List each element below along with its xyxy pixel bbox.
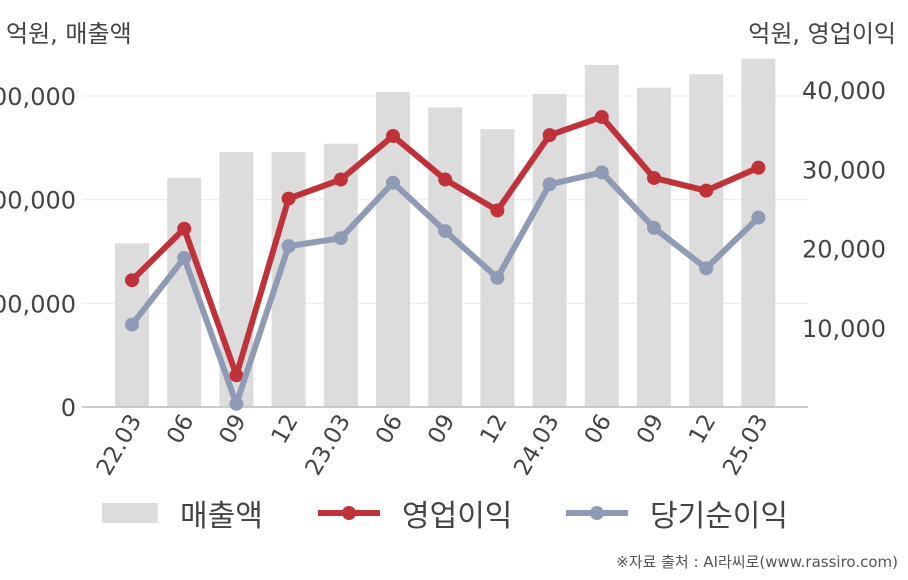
series-point [333, 172, 348, 187]
series-point [281, 239, 296, 254]
legend-item-operating-profit: 영업이익 [318, 488, 512, 538]
legend-swatch-revenue [102, 503, 158, 523]
x-axis-tick-label: 09 [214, 410, 251, 448]
right-axis-tick-label: 10,000 [802, 315, 886, 343]
right-axis-tick-label: 20,000 [802, 236, 886, 264]
series-point [594, 109, 609, 124]
x-axis-tick-label: 09 [423, 410, 460, 448]
series-point [177, 221, 192, 236]
series-point [751, 160, 766, 175]
right-axis-unit-label: 억원, 영업이익 [748, 20, 896, 48]
series-point [647, 220, 661, 235]
x-axis-tick-label: 25.03 [718, 410, 773, 480]
source-note: ※자료 출처 : AI라씨로(www.rassiro.com) [616, 553, 898, 571]
profit-lines [125, 109, 766, 411]
series-point [647, 170, 661, 185]
series-point [386, 175, 400, 190]
legend-label-operating-profit: 영업이익 [402, 499, 513, 534]
left-axis-tick-label: 100,000 [0, 290, 76, 318]
legend-swatch-net-income [566, 506, 628, 520]
x-axis-tick-label: 12 [684, 410, 721, 448]
series-point [125, 273, 139, 288]
x-axis-tick-label: 06 [371, 410, 408, 448]
series-point [386, 128, 400, 143]
left-axis-unit-label: 억원, 매출액 [6, 20, 132, 48]
x-axis-tick-label: 06 [162, 410, 199, 448]
series-point [751, 210, 766, 225]
revenue-bar [323, 143, 358, 408]
revenue-bar [428, 107, 463, 408]
legend: 매출액 영업이익 당기순이익 [0, 488, 908, 538]
series-point [125, 317, 139, 332]
legend-item-net-income: 당기순이익 [566, 488, 788, 538]
x-axis-tick-label: 09 [632, 410, 669, 448]
x-axis-tick-label: 22.03 [92, 410, 147, 480]
revenue-bar [637, 87, 671, 407]
series-point [490, 203, 505, 218]
left-axis-tick-label: 200,000 [0, 187, 76, 215]
series-point [281, 191, 296, 206]
right-axis-tick-label: 40,000 [802, 77, 886, 105]
series-point [699, 261, 714, 276]
x-axis-tick-label: 23.03 [301, 410, 356, 480]
series-point [438, 224, 453, 239]
series-point [542, 177, 557, 192]
series-point [229, 396, 244, 411]
revenue-bar [689, 74, 724, 407]
series-point [229, 368, 244, 383]
series-point [438, 172, 453, 187]
series-point [333, 231, 348, 246]
series-point [542, 128, 557, 143]
series-point [177, 251, 192, 266]
left-axis-tick-label: 300,000 [0, 83, 76, 111]
x-axis-tick-label: 12 [267, 410, 304, 448]
right-axis-tick-label: 30,000 [802, 156, 886, 184]
legend-label-net-income: 당기순이익 [650, 499, 788, 534]
series-point [699, 183, 714, 198]
left-axis-ticks: 0 100,000 200,000 300,000 [0, 83, 76, 422]
revenue-bar [532, 93, 567, 407]
series-point [594, 165, 609, 180]
chart-canvas: 0 100,000 200,000 300,000 10,000 20,000 30,00… [0, 58, 886, 480]
legend-label-revenue: 매출액 [180, 499, 263, 534]
x-axis-tick-label: 06 [580, 410, 617, 448]
series-point [490, 270, 505, 285]
right-axis-ticks: 10,000 20,000 30,000 40,000 [802, 77, 886, 343]
legend-swatch-operating-profit [318, 506, 380, 520]
left-axis-tick-label: 0 [61, 394, 76, 422]
legend-item-revenue: 매출액 [102, 488, 263, 538]
revenue-bar [741, 58, 776, 408]
x-axis-tick-label: 12 [475, 410, 512, 448]
x-axis-tick-label: 24.03 [509, 410, 564, 480]
